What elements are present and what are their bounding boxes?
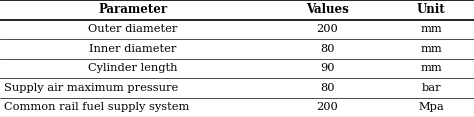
Text: mm: mm: [420, 63, 442, 73]
Text: Mpa: Mpa: [419, 102, 444, 112]
Text: bar: bar: [421, 83, 441, 93]
Text: Supply air maximum pressure: Supply air maximum pressure: [4, 83, 178, 93]
Text: 200: 200: [316, 24, 338, 34]
Text: Cylinder length: Cylinder length: [88, 63, 177, 73]
Text: 200: 200: [316, 102, 338, 112]
Text: Parameter: Parameter: [98, 3, 167, 16]
Text: Unit: Unit: [417, 3, 446, 16]
Text: 80: 80: [320, 44, 334, 54]
Text: mm: mm: [420, 44, 442, 54]
Text: Outer diameter: Outer diameter: [88, 24, 177, 34]
Text: mm: mm: [420, 24, 442, 34]
Text: Values: Values: [306, 3, 348, 16]
Text: 90: 90: [320, 63, 334, 73]
Text: Inner diameter: Inner diameter: [89, 44, 176, 54]
Text: 80: 80: [320, 83, 334, 93]
Text: Common rail fuel supply system: Common rail fuel supply system: [4, 102, 189, 112]
